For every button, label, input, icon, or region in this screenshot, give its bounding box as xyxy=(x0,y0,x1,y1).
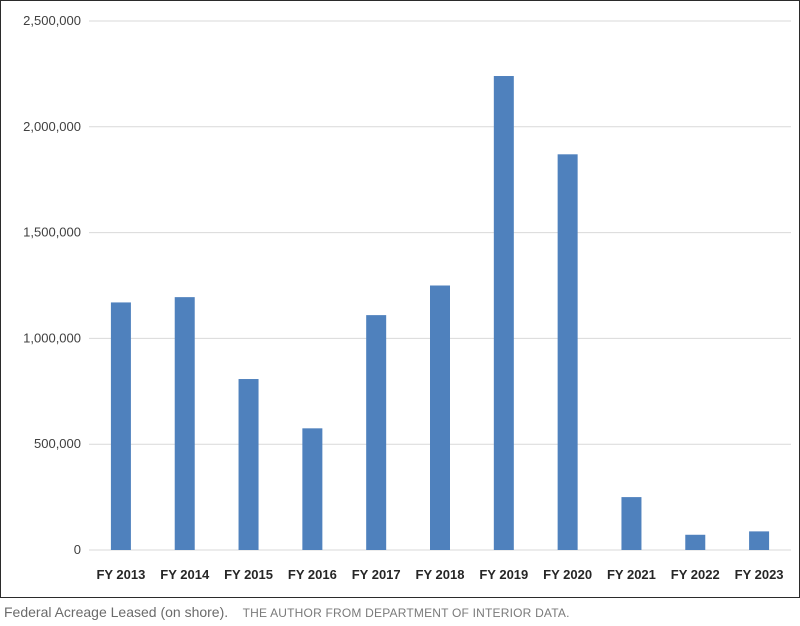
x-category-label: FY 2016 xyxy=(288,567,337,582)
y-tick-label: 0 xyxy=(74,542,81,557)
x-category-label: FY 2019 xyxy=(479,567,528,582)
bar xyxy=(366,315,387,550)
y-tick-label: 2,500,000 xyxy=(23,13,81,28)
x-category-label: FY 2023 xyxy=(735,567,784,582)
x-category-label: FY 2018 xyxy=(416,567,465,582)
x-category-label: FY 2022 xyxy=(671,567,720,582)
bar xyxy=(302,428,323,550)
bar xyxy=(430,285,450,550)
bar xyxy=(557,154,578,551)
x-axis-category-labels: FY 2013 FY 2014 FY 2015 FY 2016 FY 2017 FY 20… xyxy=(96,567,783,582)
caption-credit: THE AUTHOR FROM DEPARTMENT OF INTERIOR D… xyxy=(242,606,570,620)
bar-chart: 0 500,000 1,000,000 1,500,000 2,000,000 2,500… xyxy=(23,13,791,582)
x-category-label: FY 2021 xyxy=(607,567,656,582)
y-tick-label: 2,000,000 xyxy=(23,119,81,134)
x-category-label: FY 2020 xyxy=(543,567,592,582)
bar xyxy=(174,297,195,550)
chart-frame: 0 500,000 1,000,000 1,500,000 2,000,000 2,500… xyxy=(0,0,800,598)
bar xyxy=(110,302,131,550)
bars xyxy=(110,76,770,551)
bar xyxy=(749,531,770,550)
x-category-label: FY 2017 xyxy=(352,567,401,582)
y-tick-label: 500,000 xyxy=(34,436,81,451)
bar xyxy=(621,497,642,550)
x-category-label: FY 2015 xyxy=(224,567,273,582)
y-tick-label: 1,500,000 xyxy=(23,225,81,240)
bar xyxy=(238,379,259,550)
y-tick-label: 1,000,000 xyxy=(23,330,81,345)
y-axis-tick-labels: 0 500,000 1,000,000 1,500,000 2,000,000 2,500… xyxy=(23,13,81,557)
caption-title: Federal Acreage Leased (on shore). xyxy=(4,604,229,620)
bar xyxy=(685,534,706,550)
x-category-label: FY 2013 xyxy=(96,567,145,582)
figure-caption: Federal Acreage Leased (on shore). THE A… xyxy=(4,600,570,624)
bar xyxy=(493,76,514,551)
x-category-label: FY 2014 xyxy=(160,567,210,582)
